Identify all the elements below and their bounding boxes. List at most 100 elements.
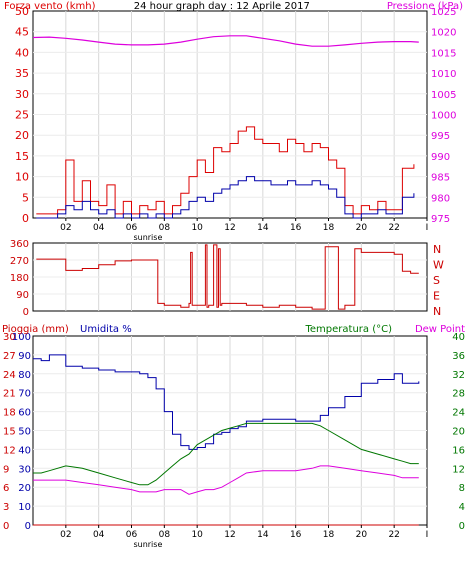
y-tick-label-temperature: 36	[452, 351, 465, 362]
series-direction	[36, 244, 419, 310]
x-tick-label: 16	[290, 223, 302, 233]
y-tick-label-pressure: 1010	[431, 69, 456, 80]
y-tick-label-rain: 21	[3, 389, 16, 400]
y-tick-label-humidity: 20	[18, 483, 31, 494]
y-tick-label-temperature: 32	[452, 370, 465, 381]
y-tick-label-pressure: 1025	[431, 7, 456, 18]
y-tick-label-wind: 20	[15, 129, 29, 142]
y-tick-label-rain: 30	[3, 332, 16, 343]
y-tick-label-pressure: 980	[431, 193, 450, 204]
x-tick-label: 04	[93, 223, 105, 233]
x-tick-label: 22	[388, 223, 399, 233]
y-tick-label-pressure: 990	[431, 152, 450, 163]
x-tick-label: 02	[60, 223, 71, 233]
x-tick-label: 18	[323, 223, 335, 233]
series-pressure	[32, 35, 419, 47]
x-tick-label: 18	[323, 530, 335, 540]
compass-label: E	[433, 290, 440, 303]
y-tick-label-rain: 0	[3, 521, 9, 532]
y-tick-label-rain: 18	[3, 408, 16, 419]
series-dewpoint	[33, 465, 419, 495]
x-tick-label: 16	[290, 530, 302, 540]
y-tick-label-wind: 45	[15, 26, 29, 39]
y-tick-label-humidity: 100	[12, 332, 31, 343]
y-tick-label-rain: 9	[3, 464, 9, 475]
compass-label: N	[433, 305, 441, 318]
y-tick-label-temperature: 8	[459, 483, 465, 494]
y-tick-label-pressure: 1000	[431, 111, 456, 122]
y-tick-label-temperature: 4	[459, 502, 465, 513]
y-tick-label-humidity: 40	[18, 445, 31, 456]
y-tick-label-temperature: 20	[452, 427, 465, 438]
y-tick-label-rain: 6	[3, 483, 9, 494]
y-tick-label-humidity: 90	[18, 351, 31, 362]
series-wind	[36, 176, 415, 219]
x-tick-label: 14	[257, 530, 269, 540]
y-tick-label-humidity: 70	[18, 389, 31, 400]
x-tick-label: 04	[93, 530, 105, 540]
y-tick-label-direction: 270	[10, 256, 29, 267]
x-tick-label: 06	[126, 530, 138, 540]
y-tick-label-humidity: 0	[25, 521, 31, 532]
x-tick-label: 08	[159, 530, 171, 540]
y-tick-label-wind: 0	[22, 212, 29, 225]
x-tick-label: I	[426, 530, 429, 540]
y-tick-label-wind: 50	[15, 5, 29, 18]
y-tick-label-wind: 35	[15, 67, 29, 80]
temperature-axis-label: Temperatura (°C)	[304, 324, 392, 335]
x-tick-label: 10	[191, 530, 203, 540]
y-tick-label-wind: 25	[15, 109, 29, 122]
y-tick-label-rain: 15	[3, 427, 16, 438]
y-tick-label-pressure: 1020	[431, 28, 456, 39]
series-temperature	[33, 422, 419, 486]
sunrise-label: sunrise	[133, 233, 162, 242]
y-tick-label-direction: 0	[23, 307, 29, 318]
compass-label: S	[433, 274, 440, 287]
y-tick-label-temperature: 28	[452, 389, 465, 400]
y-tick-label-pressure: 985	[431, 173, 450, 184]
y-tick-label-temperature: 0	[459, 521, 465, 532]
x-tick-label: 08	[159, 223, 171, 233]
y-tick-label-pressure: 1005	[431, 90, 456, 101]
x-tick-label: 20	[356, 530, 368, 540]
y-tick-label-wind: 5	[22, 191, 29, 204]
y-tick-label-rain: 3	[3, 502, 9, 513]
x-tick-label: 22	[388, 530, 399, 540]
series-gust	[36, 126, 415, 215]
y-tick-label-direction: 360	[10, 239, 29, 250]
y-tick-label-rain: 27	[3, 351, 16, 362]
y-tick-label-humidity: 30	[18, 464, 31, 475]
x-tick-label: 20	[356, 223, 368, 233]
rain-axis-label: Pioggia (mm)	[2, 324, 69, 335]
y-tick-label-rain: 24	[3, 370, 16, 381]
y-tick-label-wind: 10	[15, 171, 29, 184]
right-axis-label: Pressione (kPa)	[387, 1, 463, 12]
x-tick-label: 14	[257, 223, 269, 233]
y-tick-label-humidity: 60	[18, 408, 31, 419]
x-tick-label: I	[426, 223, 429, 233]
y-tick-label-temperature: 16	[452, 445, 465, 456]
y-tick-label-wind: 40	[15, 46, 29, 59]
x-tick-label: 10	[191, 223, 203, 233]
chart-title: 24 hour graph day : 12 Aprile 2017	[134, 1, 310, 12]
sunrise-label: sunrise	[133, 540, 162, 549]
dewpoint-axis-label: Dew Point	[415, 324, 465, 335]
left-axis-label: Forza vento (kmh)	[4, 1, 96, 12]
y-tick-label-humidity: 50	[18, 427, 31, 438]
y-tick-label-wind: 15	[15, 150, 29, 163]
compass-label: W	[433, 259, 444, 272]
x-tick-label: 06	[126, 223, 138, 233]
humidity-axis-label: Umidita %	[80, 324, 132, 335]
y-tick-label-temperature: 40	[452, 332, 465, 343]
y-tick-label-direction: 180	[10, 273, 29, 284]
y-tick-label-temperature: 24	[452, 408, 465, 419]
y-tick-label-humidity: 80	[18, 370, 31, 381]
compass-label: N	[433, 243, 441, 256]
x-tick-label: 02	[60, 530, 71, 540]
x-tick-label: 12	[224, 223, 235, 233]
y-tick-label-pressure: 975	[431, 214, 450, 225]
y-tick-label-pressure: 1015	[431, 48, 456, 59]
y-tick-label-rain: 12	[3, 445, 16, 456]
